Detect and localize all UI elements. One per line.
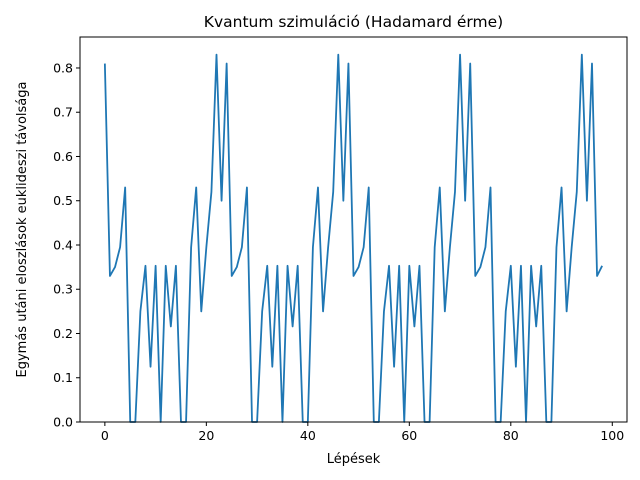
x-tick-label: 0 [101,428,109,443]
data-marks [103,53,603,423]
x-tick-label: 100 [600,428,624,443]
x-tick-label: 40 [300,428,316,443]
y-axis-label: Egymás utáni eloszlások euklideszi távol… [15,82,30,378]
y-tick-label: 0.3 [53,282,73,297]
y-tick-label: 0.0 [53,415,73,430]
plot-frame [79,36,628,423]
y-axis-ticks: 0.0 0.1 0.2 0.3 0.4 0.5 0.6 0.7 0.8 [53,60,80,430]
x-tick-label: 80 [503,428,519,443]
y-tick-label: 0.4 [53,237,73,252]
x-axis-ticks: 0 20 40 60 80 100 [101,422,624,443]
y-tick-label: 0.7 [53,105,73,120]
y-tick-label: 0.8 [53,60,73,75]
x-tick-label: 60 [401,428,417,443]
y-tick-label: 0.6 [53,149,73,164]
x-tick-label: 20 [198,428,214,443]
y-tick-label: 0.5 [53,193,73,208]
y-tick-label: 0.1 [53,370,73,385]
series-line [103,53,603,423]
chart-title: Kvantum szimuláció (Hadamard érme) [204,13,503,31]
y-tick-label: 0.2 [53,326,73,341]
x-axis-label: Lépések [327,452,381,467]
